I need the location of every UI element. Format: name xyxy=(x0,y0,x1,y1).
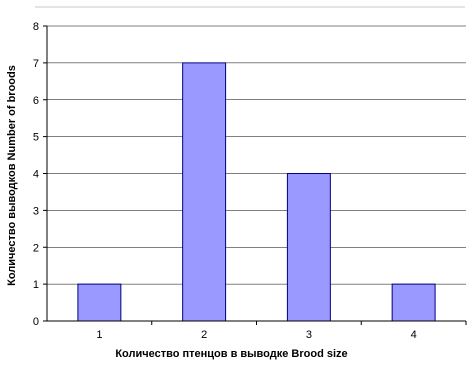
y-tick-label: 4 xyxy=(33,169,39,181)
x-tick-label: 3 xyxy=(306,329,312,341)
y-tick-label: 6 xyxy=(33,95,39,107)
bar xyxy=(77,283,122,322)
y-tick-label: 0 xyxy=(33,316,39,328)
y-tick-labels: 0 1 2 3 4 5 6 7 8 xyxy=(33,21,47,328)
y-tick-label: 1 xyxy=(33,279,39,291)
y-tick-label: 5 xyxy=(33,132,39,144)
x-tick-labels: 1 2 3 4 xyxy=(96,321,467,341)
gridlines xyxy=(47,25,466,285)
y-tick-label: 2 xyxy=(33,242,39,254)
bar xyxy=(182,62,227,322)
y-axis-title: Количество выводков Number of broods xyxy=(6,65,18,286)
y-tick-label: 8 xyxy=(33,21,39,33)
bar xyxy=(391,283,436,322)
y-tick-label: 7 xyxy=(33,58,39,70)
bars xyxy=(77,62,436,322)
x-tick-label: 4 xyxy=(411,329,417,341)
x-tick-label: 1 xyxy=(96,329,102,341)
y-tick-label: 3 xyxy=(33,205,39,217)
bar xyxy=(286,173,331,322)
x-tick-label: 2 xyxy=(201,329,207,341)
x-axis-title: Количество птенцов в выводке Brood size xyxy=(115,348,347,360)
